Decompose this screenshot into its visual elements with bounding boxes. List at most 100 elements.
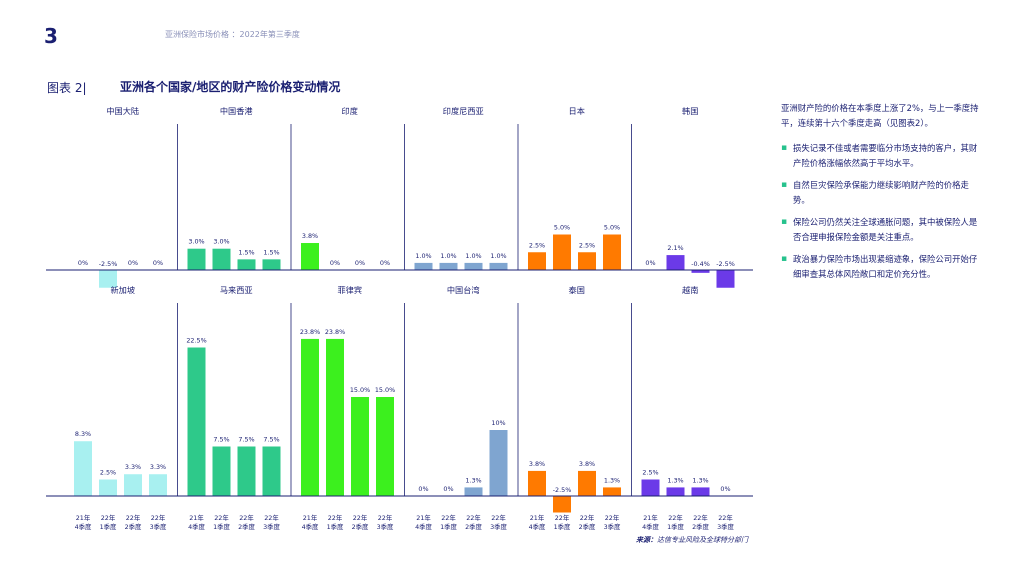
bullet-icon: ▪ bbox=[781, 254, 788, 264]
bar bbox=[489, 262, 508, 270]
commentary-text: 损失记录不佳或者需要临分市场支持的客户，其财产险价格涨幅依然高于平均水平。 bbox=[793, 143, 978, 168]
bar bbox=[74, 441, 92, 496]
data-label: 1.3% bbox=[604, 476, 620, 484]
bar bbox=[691, 487, 710, 496]
data-label: 8.3% bbox=[75, 430, 91, 438]
x-tick-label-quarter: 2季度 bbox=[125, 522, 142, 531]
x-tick-label-quarter: 2季度 bbox=[352, 522, 369, 531]
panel-title: 印度尼西亚 bbox=[443, 106, 484, 116]
data-label: 3.8% bbox=[579, 460, 595, 468]
bar bbox=[578, 252, 596, 270]
data-label: 5.0% bbox=[554, 224, 570, 232]
panel-title: 印度 bbox=[342, 106, 358, 116]
x-tick-label-year: 22年 bbox=[718, 513, 733, 522]
commentary-text: 政治暴力保险市场出现紧缩迹象，保险公司开始仔细审查其总体风险敞口和定价充分性。 bbox=[793, 254, 978, 279]
data-label: 23.8% bbox=[325, 328, 345, 336]
data-label: 0% bbox=[720, 485, 730, 493]
bar bbox=[691, 270, 710, 273]
x-tick-label-quarter: 1季度 bbox=[213, 522, 230, 531]
x-tick-label-year: 22年 bbox=[101, 513, 116, 522]
bar bbox=[464, 487, 483, 496]
bar bbox=[301, 243, 319, 270]
data-label: 2.5% bbox=[642, 469, 658, 477]
data-label: 0% bbox=[443, 485, 453, 493]
data-label: 15.0% bbox=[350, 386, 370, 394]
panel-title: 泰国 bbox=[569, 285, 585, 295]
x-tick-label-year: 21年 bbox=[303, 513, 318, 522]
panel-title: 越南 bbox=[682, 285, 698, 295]
data-label: 0% bbox=[355, 259, 365, 267]
bar bbox=[641, 479, 660, 496]
x-tick-label-year: 22年 bbox=[466, 513, 481, 522]
commentary-text: 自然巨灾保险承保能力继续影响财产险的价格走势。 bbox=[793, 180, 969, 205]
data-label: 7.5% bbox=[238, 436, 254, 444]
data-label: 1.5% bbox=[263, 248, 279, 256]
data-label: 0% bbox=[78, 259, 88, 267]
data-label: 15.0% bbox=[375, 386, 395, 394]
x-tick-label-year: 21年 bbox=[76, 513, 91, 522]
data-label: 3.0% bbox=[213, 238, 229, 246]
x-tick-label-quarter: 1季度 bbox=[100, 522, 117, 531]
x-tick-label-quarter: 4季度 bbox=[642, 522, 659, 531]
x-tick-label-year: 22年 bbox=[264, 513, 279, 522]
panel-title: 日本 bbox=[569, 106, 585, 116]
x-tick-label-quarter: 4季度 bbox=[415, 522, 432, 531]
data-label: 22.5% bbox=[186, 337, 206, 345]
x-tick-label-quarter: 2季度 bbox=[465, 522, 482, 531]
data-label: -2.5% bbox=[99, 260, 118, 268]
bar bbox=[99, 479, 117, 496]
bar bbox=[124, 474, 142, 496]
data-label: 0% bbox=[380, 259, 390, 267]
bar bbox=[351, 397, 369, 496]
x-tick-label-year: 22年 bbox=[605, 513, 620, 522]
x-tick-label-quarter: 3季度 bbox=[263, 522, 280, 531]
bar bbox=[464, 262, 483, 270]
data-label: 2.5% bbox=[529, 241, 545, 249]
commentary-text: 保险公司仍然关注全球通胀问题，其中被保险人是否合理申报保险金额是关注重点。 bbox=[793, 217, 978, 242]
data-label: 1.0% bbox=[490, 252, 506, 260]
bar bbox=[528, 470, 546, 496]
data-label: 7.5% bbox=[213, 436, 229, 444]
bar bbox=[212, 248, 231, 270]
bar bbox=[262, 259, 281, 270]
data-label: 2.1% bbox=[667, 244, 683, 252]
x-tick-label-year: 22年 bbox=[491, 513, 506, 522]
bar bbox=[376, 397, 394, 496]
data-label: 3.3% bbox=[150, 463, 166, 471]
source-note: 来源：达信专业风险及全球特分部门 bbox=[636, 535, 748, 545]
source-label: 来源： bbox=[636, 536, 657, 544]
data-label: 2.5% bbox=[579, 241, 595, 249]
commentary-list: ▪ 损失记录不佳或者需要临分市场支持的客户，其财产险价格涨幅依然高于平均水平。 ▪… bbox=[781, 141, 981, 282]
running-header: 亚洲保险市场价格 ：2022年第三季度 bbox=[165, 30, 300, 39]
x-tick-label-year: 22年 bbox=[555, 513, 570, 522]
bar bbox=[439, 262, 458, 270]
x-tick-label-quarter: 1季度 bbox=[440, 522, 457, 531]
bar bbox=[528, 252, 546, 270]
x-tick-label-quarter: 2季度 bbox=[579, 522, 596, 531]
panel-title: 韩国 bbox=[682, 106, 698, 116]
bar bbox=[553, 496, 571, 513]
x-tick-label-year: 22年 bbox=[693, 513, 708, 522]
x-tick-label-year: 21年 bbox=[530, 513, 545, 522]
data-label: 3.0% bbox=[188, 238, 204, 246]
data-label: 3.8% bbox=[529, 460, 545, 468]
x-tick-label-quarter: 4季度 bbox=[529, 522, 546, 531]
bar bbox=[578, 470, 596, 496]
page-number: 3 bbox=[44, 24, 58, 48]
data-label: 23.8% bbox=[300, 328, 320, 336]
bullet-icon: ▪ bbox=[781, 217, 788, 227]
data-label: -2.5% bbox=[716, 260, 735, 268]
data-label: 0% bbox=[128, 259, 138, 267]
data-label: 10% bbox=[491, 419, 505, 427]
x-tick-label-year: 21年 bbox=[416, 513, 431, 522]
bar bbox=[149, 474, 167, 496]
data-label: 3.8% bbox=[302, 232, 318, 240]
data-label: 0% bbox=[645, 259, 655, 267]
bar bbox=[414, 262, 433, 270]
bar bbox=[262, 446, 281, 496]
commentary-item: ▪ 自然巨灾保险承保能力继续影响财产险的价格走势。 bbox=[781, 178, 981, 208]
x-tick-label-year: 21年 bbox=[189, 513, 204, 522]
x-tick-label-quarter: 2季度 bbox=[238, 522, 255, 531]
x-tick-label-quarter: 1季度 bbox=[667, 522, 684, 531]
data-label: 1.5% bbox=[238, 248, 254, 256]
